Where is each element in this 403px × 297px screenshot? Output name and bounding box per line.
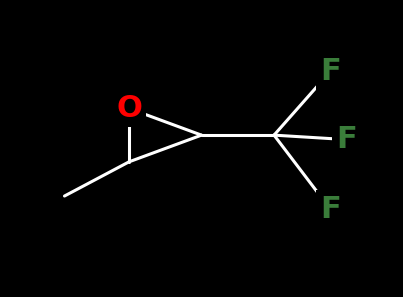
Text: F: F bbox=[320, 195, 341, 224]
Text: O: O bbox=[116, 94, 142, 123]
Text: F: F bbox=[336, 125, 357, 154]
Text: F: F bbox=[320, 57, 341, 86]
